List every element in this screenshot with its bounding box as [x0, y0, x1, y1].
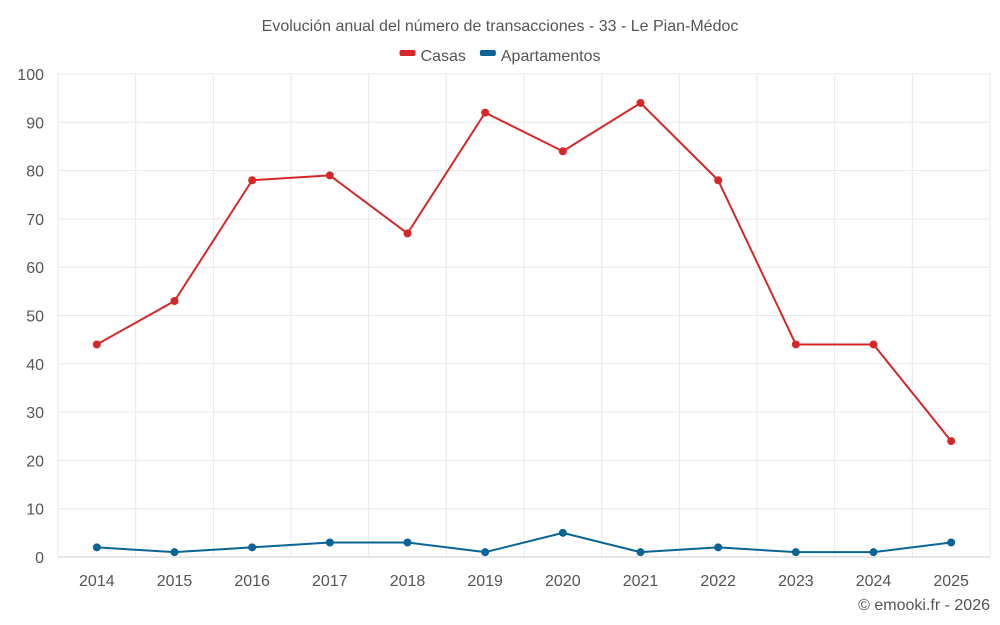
x-tick-label: 2024 — [856, 573, 892, 590]
legend[interactable]: Casas Apartamentos — [399, 48, 601, 65]
x-tick-label: 2020 — [545, 573, 581, 590]
data-point-apartamentos[interactable] — [714, 543, 723, 552]
x-tick-label: 2016 — [234, 573, 270, 590]
x-tick-label: 2014 — [79, 573, 115, 590]
data-point-casas[interactable] — [481, 108, 490, 117]
data-point-apartamentos[interactable] — [248, 543, 257, 552]
data-point-casas[interactable] — [403, 229, 412, 238]
data-point-casas[interactable] — [170, 297, 179, 306]
data-point-apartamentos[interactable] — [403, 538, 412, 547]
data-point-casas[interactable] — [325, 171, 334, 180]
credit: © emooki.fr - 2026 — [858, 597, 990, 614]
legend-swatch — [479, 50, 496, 56]
y-tick-label: 90 — [26, 115, 44, 132]
x-tick-label: 2023 — [778, 573, 814, 590]
y-tick-label: 80 — [26, 164, 44, 181]
y-tick-label: 0 — [35, 550, 44, 567]
chart-title: Evolución anual del número de transaccio… — [262, 18, 739, 35]
legend-label: Casas — [421, 48, 466, 65]
y-tick-label: 60 — [26, 260, 44, 277]
data-point-casas[interactable] — [248, 176, 257, 185]
data-point-apartamentos[interactable] — [791, 548, 800, 557]
series-layer — [92, 98, 956, 557]
y-tick-label: 40 — [26, 357, 44, 374]
data-point-apartamentos[interactable] — [947, 538, 956, 547]
legend-item-apartamentos[interactable]: Apartamentos — [479, 48, 601, 65]
data-point-casas[interactable] — [869, 340, 878, 349]
legend-swatch — [399, 50, 416, 56]
x-tick-label: 2022 — [700, 573, 736, 590]
series-line-apartamentos — [96, 531, 952, 554]
series-line-casas — [96, 101, 952, 442]
legend-label: Apartamentos — [501, 48, 601, 65]
x-axis: 2014 2015 2016 2017 2018 2019 2020 2021 2022 2023… — [79, 573, 969, 590]
data-point-casas[interactable] — [947, 437, 956, 446]
y-tick-label: 30 — [26, 405, 44, 422]
data-point-apartamentos[interactable] — [869, 548, 878, 557]
data-point-casas[interactable] — [92, 340, 101, 349]
data-point-casas[interactable] — [636, 98, 645, 107]
x-tick-label: 2017 — [312, 573, 348, 590]
data-point-casas[interactable] — [558, 147, 567, 156]
y-axis: 0 10 20 30 40 50 60 70 80 90 100 — [17, 67, 44, 567]
legend-item-casas[interactable]: Casas — [399, 48, 466, 65]
data-point-casas[interactable] — [714, 176, 723, 185]
data-point-apartamentos[interactable] — [325, 538, 334, 547]
x-tick-label: 2015 — [157, 573, 193, 590]
data-point-apartamentos[interactable] — [170, 548, 179, 557]
x-tick-label: 2025 — [933, 573, 969, 590]
grid — [57, 73, 991, 558]
data-point-casas[interactable] — [791, 340, 800, 349]
x-tick-label: 2018 — [390, 573, 426, 590]
data-point-apartamentos[interactable] — [481, 548, 490, 557]
y-tick-label: 20 — [26, 453, 44, 470]
y-tick-label: 50 — [26, 309, 44, 326]
data-point-apartamentos[interactable] — [636, 548, 645, 557]
data-point-apartamentos[interactable] — [92, 543, 101, 552]
x-tick-label: 2019 — [467, 573, 503, 590]
y-tick-label: 10 — [26, 502, 44, 519]
y-tick-label: 70 — [26, 212, 44, 229]
y-tick-label: 100 — [17, 67, 44, 84]
data-point-apartamentos[interactable] — [558, 528, 567, 537]
x-tick-label: 2021 — [623, 573, 659, 590]
